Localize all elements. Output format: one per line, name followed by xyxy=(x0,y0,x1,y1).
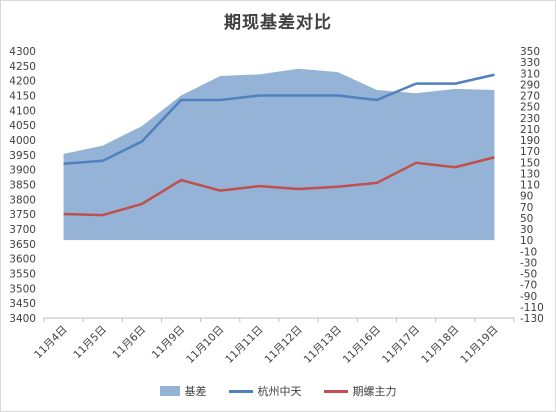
y-left-tick-label: 3850 xyxy=(9,180,36,192)
y-left-tick-label: 3950 xyxy=(9,150,36,162)
y-left-tick-label: 4000 xyxy=(9,135,36,147)
y-right-tick-label: 110 xyxy=(520,180,540,192)
y-right-tick-label: 70 xyxy=(520,202,533,214)
x-tick-label: 11月19日 xyxy=(458,324,500,366)
line-spot-price xyxy=(63,73,495,165)
legend-label-futures: 期螺主力 xyxy=(352,385,397,398)
x-tick-label: 11月18日 xyxy=(419,324,461,366)
y-left-tick-label: 3550 xyxy=(9,269,36,281)
legend-item-spot: 杭州中天 xyxy=(228,383,302,399)
y-left-tick-label: 3400 xyxy=(9,313,36,325)
legend-swatch-futures xyxy=(323,389,348,393)
y-right-tick-label: 210 xyxy=(520,124,540,136)
y-right-tick-label: -70 xyxy=(520,280,537,292)
y-right-tick-label: 10 xyxy=(520,235,533,247)
x-tick-label: 11月9日 xyxy=(150,324,188,362)
y-right-tick-label: 330 xyxy=(520,57,540,69)
y-right-tick-label: -50 xyxy=(520,269,537,281)
y-left-tick-label: 4050 xyxy=(9,120,36,132)
line-futures-price xyxy=(63,156,495,217)
y-left-tick-label: 4100 xyxy=(9,105,36,117)
y-right-tick-label: -130 xyxy=(520,313,544,325)
y-right-tick-label: 190 xyxy=(520,135,540,147)
x-tick-label: 11月4日 xyxy=(32,324,70,362)
y-right-tick-label: -10 xyxy=(520,246,537,258)
x-tick-label: 11月12日 xyxy=(262,324,304,366)
y-right-tick-label: 150 xyxy=(520,157,540,169)
y-right-tick-label: 50 xyxy=(520,213,533,225)
y-left-tick-label: 3650 xyxy=(9,239,36,251)
y-left-tick-label: 3900 xyxy=(9,165,36,177)
x-tick-label: 11月13日 xyxy=(302,324,344,366)
y-left-tick-label: 3800 xyxy=(9,194,36,206)
y-right-tick-label: 250 xyxy=(520,102,540,114)
y-left-tick-label: 4150 xyxy=(9,91,36,103)
x-tick-label: 11月6日 xyxy=(111,324,149,362)
legend-swatch-spot xyxy=(228,389,253,393)
y-right-tick-label: 170 xyxy=(520,146,540,158)
y-right-tick-label: 290 xyxy=(520,79,540,91)
y-left-tick-label: 3500 xyxy=(9,283,36,295)
y-right-tick-label: 310 xyxy=(520,68,540,80)
y-right-tick-label: 350 xyxy=(520,46,540,58)
y-left-tick-label: 4300 xyxy=(9,46,36,58)
y-right-tick-label: -30 xyxy=(520,257,537,269)
y-right-tick-label: 30 xyxy=(520,224,533,236)
y-right-tick-label: 130 xyxy=(520,168,540,180)
y-right-tick-label: 230 xyxy=(520,113,540,125)
y-right-tick-label: 90 xyxy=(520,191,533,203)
y-left-tick-label: 3600 xyxy=(9,254,36,266)
legend-label-spot: 杭州中天 xyxy=(257,385,302,398)
y-left-tick-label: 4250 xyxy=(9,61,36,73)
chart-legend: 基差 杭州中天 期螺主力 xyxy=(0,383,556,399)
x-tick-label: 11月16日 xyxy=(341,324,383,366)
x-tick-label: 11月10日 xyxy=(184,324,226,366)
legend-item-basis: 基差 xyxy=(159,383,207,399)
x-tick-label: 11月17日 xyxy=(380,324,422,366)
legend-label-basis: 基差 xyxy=(184,385,207,398)
x-tick-label: 11月5日 xyxy=(71,324,109,362)
legend-item-futures: 期螺主力 xyxy=(323,383,397,399)
chart-title: 期现基差对比 xyxy=(224,13,332,33)
y-left-tick-label: 3750 xyxy=(9,209,36,221)
y-right-tick-label: -90 xyxy=(520,291,537,303)
x-tick-label: 11月11日 xyxy=(223,324,265,366)
y-left-tick-label: 3700 xyxy=(9,224,36,236)
y-left-tick-label: 4200 xyxy=(9,76,36,88)
legend-swatch-basis xyxy=(159,386,180,396)
y-left-tick-label: 3450 xyxy=(9,298,36,310)
y-right-tick-label: 270 xyxy=(520,91,540,103)
y-right-tick-label: -110 xyxy=(520,302,544,314)
